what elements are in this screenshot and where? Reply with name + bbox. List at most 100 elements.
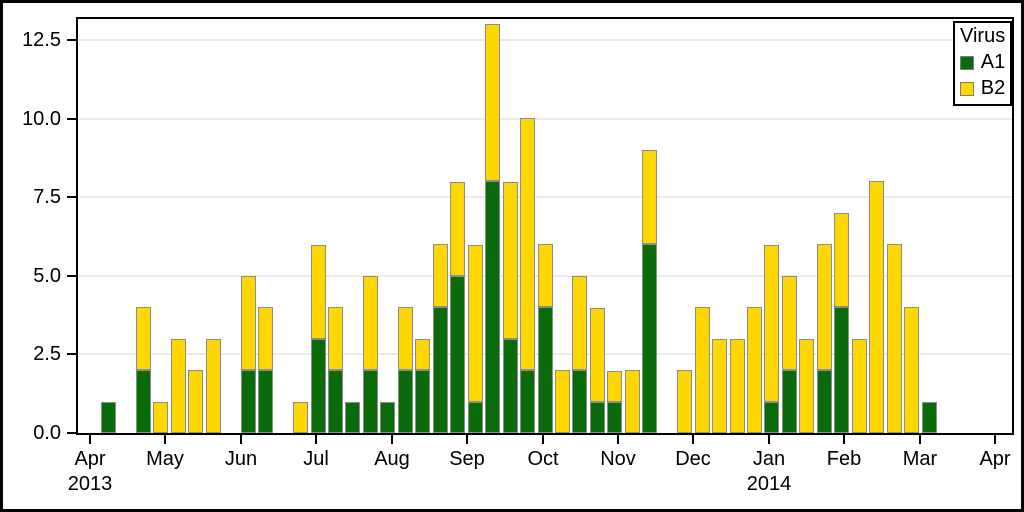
x-month-label: Dec	[675, 448, 711, 470]
x-month-label: Mar	[902, 448, 938, 470]
x-axis-tick	[617, 434, 619, 444]
gridline	[78, 39, 1012, 41]
x-axis-tick	[466, 434, 468, 444]
y-tick-label: 10.0	[22, 108, 61, 130]
y-axis-tick	[67, 353, 76, 355]
x-axis-tick	[692, 434, 694, 444]
bar-segment-b2	[468, 245, 483, 402]
x-month-label: Jul	[303, 448, 329, 470]
x-axis-tick	[768, 434, 770, 444]
bar-segment-a1	[363, 370, 378, 433]
x-month-label: May	[146, 448, 184, 470]
bar-segment-a1	[311, 339, 326, 433]
x-year-label: 2013	[67, 473, 113, 495]
bar-segment-b2	[258, 307, 273, 370]
bar-segment-b2	[590, 308, 605, 402]
bar-segment-a1	[398, 370, 413, 433]
bar-segment-b2	[730, 339, 745, 433]
x-year-label: 2014	[746, 473, 792, 495]
bar-segment-b2	[136, 307, 151, 370]
y-axis-tick	[67, 39, 76, 41]
bar-segment-b2	[293, 402, 308, 433]
bar-segment-a1	[642, 244, 657, 433]
bar-segment-a1	[590, 402, 605, 433]
bar-segment-b2	[852, 339, 867, 433]
bar-segment-a1	[607, 402, 622, 433]
bar-segment-b2	[433, 244, 448, 307]
x-axis-tick	[843, 434, 845, 444]
bar-segment-b2	[450, 182, 465, 276]
y-tick-label: 2.5	[33, 343, 61, 365]
x-month-label: Apr	[74, 448, 106, 470]
legend-label-b2: B2	[980, 77, 1006, 99]
bar-segment-b2	[311, 245, 326, 339]
legend-label-a1: A1	[980, 51, 1006, 73]
bar-segment-b2	[625, 370, 640, 433]
bar-segment-b2	[607, 371, 622, 402]
x-axis-tick	[391, 434, 393, 444]
bar-segment-b2	[782, 276, 797, 370]
bar-segment-a1	[241, 370, 256, 433]
bar-segment-b2	[642, 150, 657, 244]
bar-segment-a1	[415, 370, 430, 433]
x-axis-tick	[919, 434, 921, 444]
bar-segment-b2	[764, 245, 779, 402]
y-tick-label: 7.5	[33, 186, 61, 208]
gridline	[78, 118, 1012, 120]
bar-segment-b2	[206, 339, 221, 433]
bar-segment-a1	[834, 307, 849, 433]
bar-segment-b2	[887, 244, 902, 433]
bar-segment-a1	[433, 307, 448, 433]
x-axis-tick	[994, 434, 996, 444]
bar-segment-a1	[817, 370, 832, 433]
bar-segment-a1	[380, 402, 395, 433]
bar-segment-b2	[695, 307, 710, 433]
y-axis-tick	[67, 432, 76, 434]
bar-segment-b2	[677, 370, 692, 433]
x-axis-tick	[315, 434, 317, 444]
x-month-label: Oct	[527, 448, 559, 470]
bar-segment-b2	[712, 339, 727, 433]
plot-inner	[78, 19, 1012, 433]
legend-entry-b2: B2	[960, 77, 1005, 100]
bar-segment-a1	[136, 370, 151, 433]
x-month-label: Sep	[449, 448, 485, 470]
x-month-label: Jun	[224, 448, 258, 470]
y-axis-tick	[67, 275, 76, 277]
bar-segment-b2	[188, 370, 203, 433]
legend-title: Virus	[960, 25, 1006, 47]
bar-segment-a1	[503, 339, 518, 433]
y-tick-label: 12.5	[22, 29, 61, 51]
bar-segment-b2	[869, 181, 884, 433]
bar-segment-b2	[834, 213, 849, 307]
y-tick-label: 5.0	[33, 265, 61, 287]
x-month-label: Aug	[374, 448, 410, 470]
bar-segment-a1	[345, 402, 360, 433]
bar-segment-b2	[538, 244, 553, 307]
plot-area	[76, 17, 1014, 435]
bar-segment-b2	[415, 339, 430, 370]
bar-segment-b2	[241, 276, 256, 370]
bar-segment-a1	[485, 181, 500, 433]
bar-segment-a1	[782, 370, 797, 433]
x-axis-tick	[542, 434, 544, 444]
bar-segment-b2	[328, 307, 343, 370]
bar-segment-a1	[520, 370, 535, 433]
x-month-label: Apr	[979, 448, 1011, 470]
bar-segment-a1	[764, 402, 779, 433]
legend-entry-a1: A1	[960, 51, 1005, 74]
bar-segment-a1	[101, 402, 116, 433]
gridline	[78, 196, 1012, 198]
y-tick-label: 0.0	[33, 422, 61, 444]
x-axis-tick	[240, 434, 242, 444]
bar-segment-b2	[555, 370, 570, 433]
bar-segment-b2	[572, 276, 587, 370]
bar-segment-a1	[572, 370, 587, 433]
legend-swatch-a1	[960, 55, 974, 70]
x-axis-tick	[164, 434, 166, 444]
legend-swatch-b2	[960, 81, 974, 96]
bar-segment-b2	[747, 307, 762, 433]
bar-segment-b2	[503, 182, 518, 339]
bar-segment-b2	[799, 339, 814, 433]
